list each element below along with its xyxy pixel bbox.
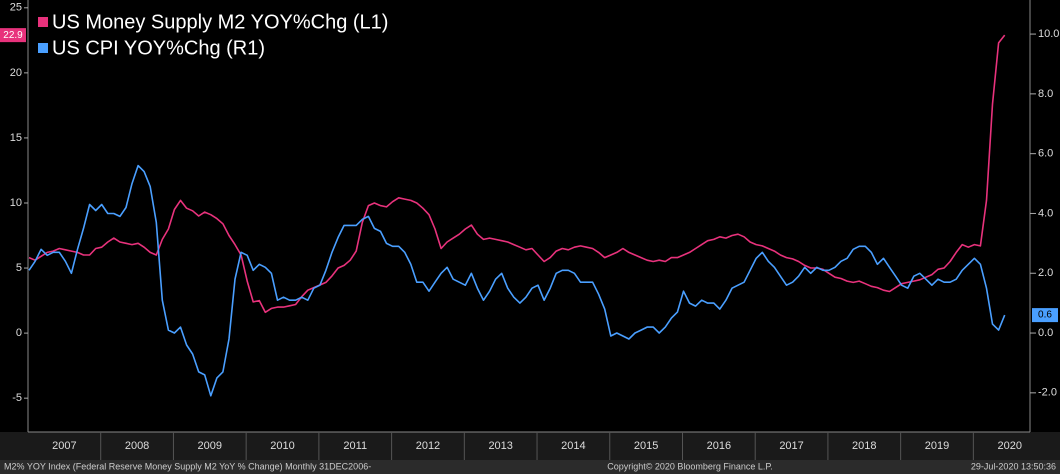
y-tick-label: 15 [10,132,22,144]
y-tick-label: 5 [16,262,22,274]
y-tick-label: -5 [12,392,22,404]
copyright: Copyright© 2020 Bloomberg Finance L.P. [607,461,773,471]
y2-tick-label: 10.0 [1038,28,1059,40]
last-value-label: 0.6 [1038,310,1052,321]
last-value-tag [0,28,26,43]
y-tick-label: 10 [10,197,22,209]
legend-swatch [38,17,48,27]
x-tick-label: 2008 [125,440,149,452]
series-line [28,34,1006,314]
last-value-label: 22.9 [3,30,23,41]
x-tick-label: 2011 [343,440,367,452]
x-tick-label: 2018 [852,440,876,452]
legend-label: US Money Supply M2 YOY%Chg (L1) [52,11,388,33]
x-tick-label: 2016 [707,440,731,452]
x-tick-label: 2012 [416,440,440,452]
legend-label: US CPI YOY%Chg (R1) [52,37,265,59]
x-tick-label: 2010 [270,440,294,452]
x-tick-label: 2013 [488,440,512,452]
y2-tick-label: 4.0 [1038,207,1053,219]
x-tick-label: 2015 [634,440,658,452]
footer-band [0,460,1060,474]
y-tick-label: 0 [16,327,22,339]
last-value-tag [1032,308,1058,323]
legend-box [30,4,415,64]
y-tick-label: 25 [10,2,22,14]
x-tick-label: 2017 [779,440,803,452]
series-line [28,164,1006,397]
y2-tick-label: 6.0 [1038,148,1053,160]
source-note: M2% YOY Index (Federal Reserve Money Sup… [4,461,371,471]
x-tick-label: 2009 [198,440,222,452]
y2-tick-label: 0.0 [1038,327,1053,339]
x-axis-band [0,432,1060,460]
legend: US Money Supply M2 YOY%Chg (L1) US CPI YO… [30,4,415,64]
x-tick-label: 2020 [997,440,1021,452]
x-tick-label: 2019 [925,440,949,452]
y2-tick-label: 8.0 [1038,88,1053,100]
legend-swatch [38,43,48,53]
y-tick-label: 20 [10,67,22,79]
timestamp: 29-Jul-2020 13:50:36 [971,461,1056,471]
x-tick-label: 2007 [52,440,76,452]
y2-tick-label: 2.0 [1038,267,1053,279]
y2-tick-label: -2.0 [1038,387,1057,399]
x-tick-label: 2014 [561,440,585,452]
